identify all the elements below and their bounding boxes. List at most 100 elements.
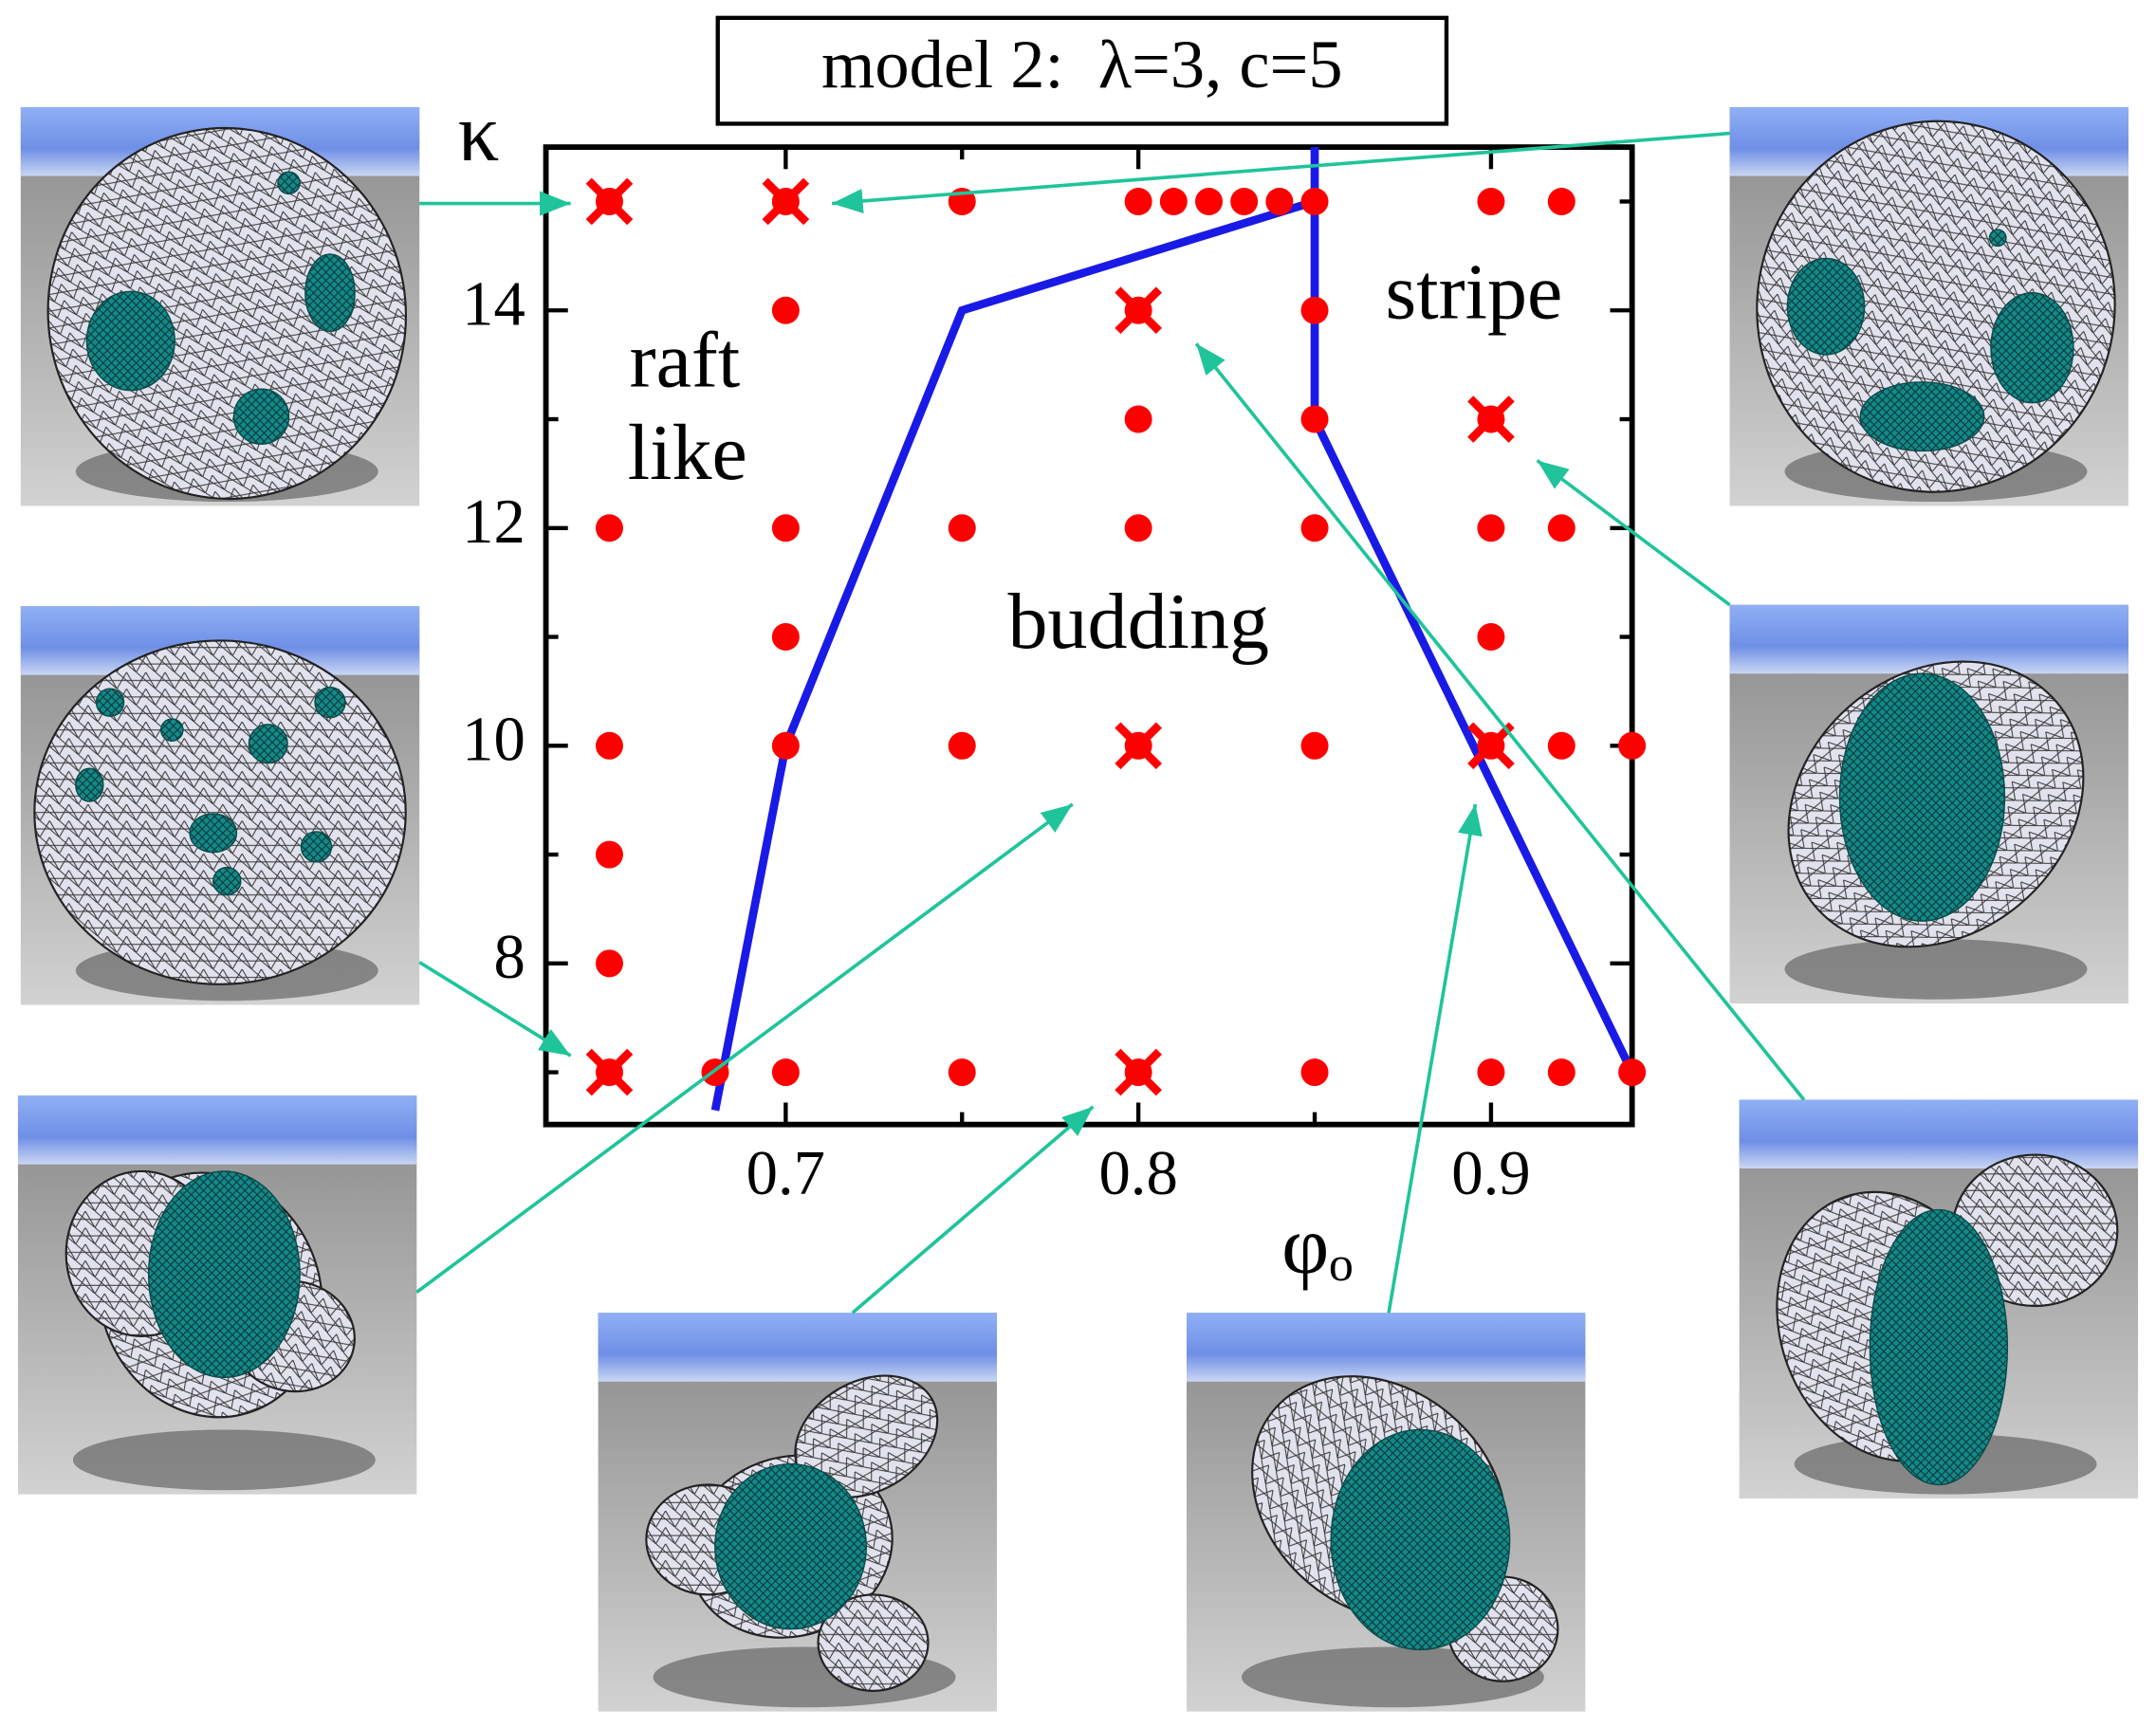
vesicle-thumbnail xyxy=(1729,604,2128,1004)
point xyxy=(1124,514,1152,542)
arrows xyxy=(415,131,1806,1314)
x-tick-label: 0.7 xyxy=(746,1139,825,1208)
chart-title: model 2: λ=3, c=5 xyxy=(821,26,1343,102)
vesicle-domain xyxy=(159,718,184,742)
thumb-sky xyxy=(1739,1099,2139,1169)
point xyxy=(1195,187,1223,215)
thumb-sky xyxy=(1187,1313,1586,1382)
point xyxy=(1265,187,1294,215)
vesicle-domain xyxy=(85,290,175,392)
point xyxy=(595,731,623,760)
thumb-sky xyxy=(17,1095,417,1165)
arrow xyxy=(1387,803,1483,1314)
arrow xyxy=(1536,459,1731,607)
arrow xyxy=(831,131,1730,213)
point xyxy=(1547,731,1576,760)
vesicle-thumbnail xyxy=(598,1313,997,1712)
cross-mark xyxy=(1467,722,1515,770)
cross-mark xyxy=(762,177,810,226)
cross-point xyxy=(1115,286,1162,335)
x-tick-label: 0.9 xyxy=(1451,1139,1530,1208)
vesicle-domain xyxy=(1838,672,2006,922)
arrow xyxy=(1194,342,1806,1101)
cross-point xyxy=(585,177,634,226)
vesicle-thumbnail xyxy=(1187,1313,1586,1712)
vesicle-domain xyxy=(248,724,288,764)
thumb-shadow xyxy=(1784,938,2088,1000)
vesicle-domain xyxy=(1786,257,1866,356)
arrow xyxy=(851,1105,1095,1314)
cross-point xyxy=(1115,1048,1162,1096)
y-tick-label: 12 xyxy=(462,487,525,557)
thumb-sky xyxy=(598,1313,997,1382)
point xyxy=(948,514,976,542)
point xyxy=(1300,514,1329,542)
arrow xyxy=(418,961,572,1057)
vesicle-domain xyxy=(147,1170,301,1379)
point xyxy=(1124,187,1152,215)
vesicle-domain xyxy=(75,767,104,802)
vesicle-domain xyxy=(1859,381,1985,452)
cross-mark xyxy=(585,1048,634,1096)
x-axis-label: φₒ xyxy=(1281,1200,1353,1291)
point xyxy=(1477,1058,1505,1087)
point xyxy=(1124,405,1152,433)
vesicle-thumbnail xyxy=(20,107,420,506)
arrow xyxy=(415,802,1074,1294)
vesicle-domain xyxy=(277,171,301,195)
point xyxy=(595,840,623,869)
point xyxy=(771,623,800,652)
cross-mark xyxy=(1467,395,1515,443)
point xyxy=(771,514,800,542)
vesicle-domain xyxy=(212,866,242,896)
region-label: stripe xyxy=(1386,248,1563,336)
point xyxy=(771,731,800,760)
vesicle-domain xyxy=(1988,229,2007,248)
vesicle-domain xyxy=(304,253,356,333)
cross-point xyxy=(1467,395,1515,443)
title-box xyxy=(715,15,1449,126)
cross-mark xyxy=(585,177,634,226)
point xyxy=(1547,514,1576,542)
cross-mark xyxy=(1115,722,1162,770)
point xyxy=(1300,405,1329,433)
region-label: budding xyxy=(1008,578,1270,666)
vesicle-body xyxy=(33,639,407,985)
point xyxy=(1230,187,1259,215)
vesicle-domain xyxy=(1330,1428,1511,1651)
vesicle-body xyxy=(817,1593,930,1692)
region-label: raft xyxy=(630,317,741,405)
region-label: like xyxy=(628,409,747,497)
point xyxy=(1300,1058,1329,1087)
vesicle-domain xyxy=(714,1462,868,1630)
point xyxy=(1300,731,1329,760)
vesicle-body xyxy=(46,126,408,501)
point xyxy=(1547,1058,1576,1087)
point xyxy=(1477,187,1505,215)
vesicle-domain xyxy=(314,687,346,719)
point xyxy=(595,949,623,978)
y-tick-label: 10 xyxy=(462,706,525,775)
cross-mark xyxy=(1115,1048,1162,1096)
cross-point xyxy=(762,177,810,226)
point xyxy=(771,296,800,324)
vesicle-domain xyxy=(1990,292,2074,404)
vesicle-domain xyxy=(189,813,238,854)
vesicle-domain xyxy=(300,831,333,863)
point xyxy=(1159,187,1188,215)
cross-point xyxy=(1467,722,1515,770)
x-tick-label: 0.8 xyxy=(1098,1139,1177,1208)
cross-point xyxy=(585,1048,634,1096)
point xyxy=(1547,187,1576,215)
thumb-shadow xyxy=(72,1429,376,1491)
thumbnails xyxy=(17,107,2139,1712)
point xyxy=(1477,623,1505,652)
point xyxy=(948,731,976,760)
vesicle-thumbnail xyxy=(1729,107,2128,506)
point xyxy=(1300,296,1329,324)
vesicle-thumbnail xyxy=(17,1095,417,1495)
cross-mark xyxy=(1115,286,1162,335)
y-tick-label: 14 xyxy=(462,270,525,340)
